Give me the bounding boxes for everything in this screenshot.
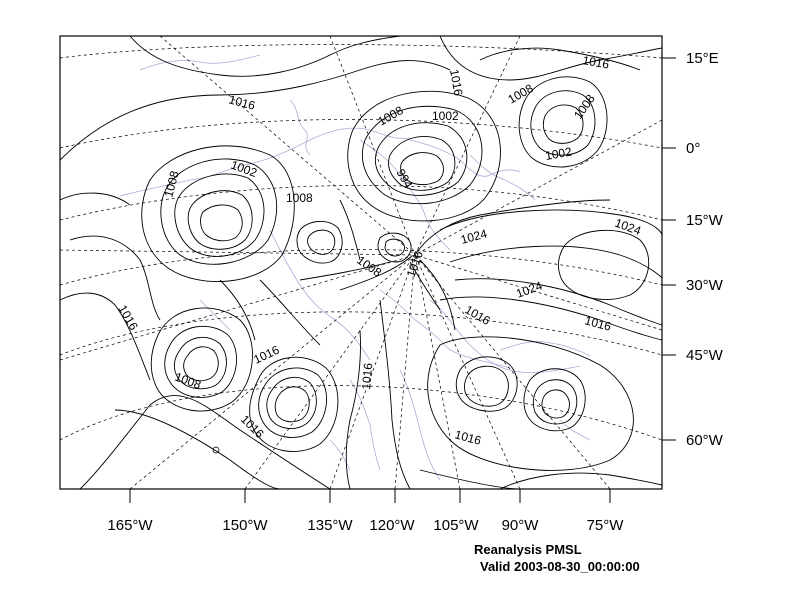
contour-labels: 1016 1016 1016 1008 1002 1008 1002 1008 … <box>115 53 643 448</box>
map-frame <box>59 35 663 490</box>
valid-time: Valid 2003-08-30_00:00:00 <box>480 559 640 574</box>
bottom-label: 150°W <box>222 517 268 534</box>
right-label: 45°W <box>686 347 724 364</box>
contour-label: 1016 <box>581 53 610 71</box>
bottom-label: 105°W <box>433 517 479 534</box>
contour-label: 1016 <box>227 92 257 113</box>
station-marker <box>212 446 220 454</box>
right-axis-labels: 15°E 0° 15°W 30°W 45°W 60°W <box>686 50 724 449</box>
right-label: 0° <box>686 140 700 157</box>
axis-ticks <box>129 57 676 503</box>
isobars <box>60 36 662 489</box>
right-label: 15°E <box>686 50 719 67</box>
contour-label: 1016 <box>453 427 483 448</box>
map-title: Reanalysis PMSL <box>474 542 582 557</box>
right-label: 15°W <box>686 212 724 229</box>
contour-label: 1016 <box>359 362 375 390</box>
contour-label: 1002 <box>432 109 459 123</box>
bottom-label: 90°W <box>502 517 540 534</box>
right-label: 30°W <box>686 277 724 294</box>
contour-label: 1024 <box>459 226 489 247</box>
contour-label: 1016 <box>447 68 465 97</box>
contour-label: 1008 <box>161 169 182 199</box>
bottom-axis-labels: 165°W 150°W 135°W 120°W 105°W 90°W 75°W <box>107 517 624 534</box>
bottom-label: 75°W <box>587 517 625 534</box>
bottom-label: 135°W <box>307 517 353 534</box>
contour-label: 1008 <box>286 191 313 205</box>
contour-label: 1002 <box>544 144 573 162</box>
bottom-label: 165°W <box>107 517 153 534</box>
bottom-label: 120°W <box>369 517 415 534</box>
contour-label: 1016 <box>583 313 613 334</box>
coastlines <box>119 54 591 481</box>
graticule <box>60 36 662 489</box>
right-label: 60°W <box>686 432 724 449</box>
